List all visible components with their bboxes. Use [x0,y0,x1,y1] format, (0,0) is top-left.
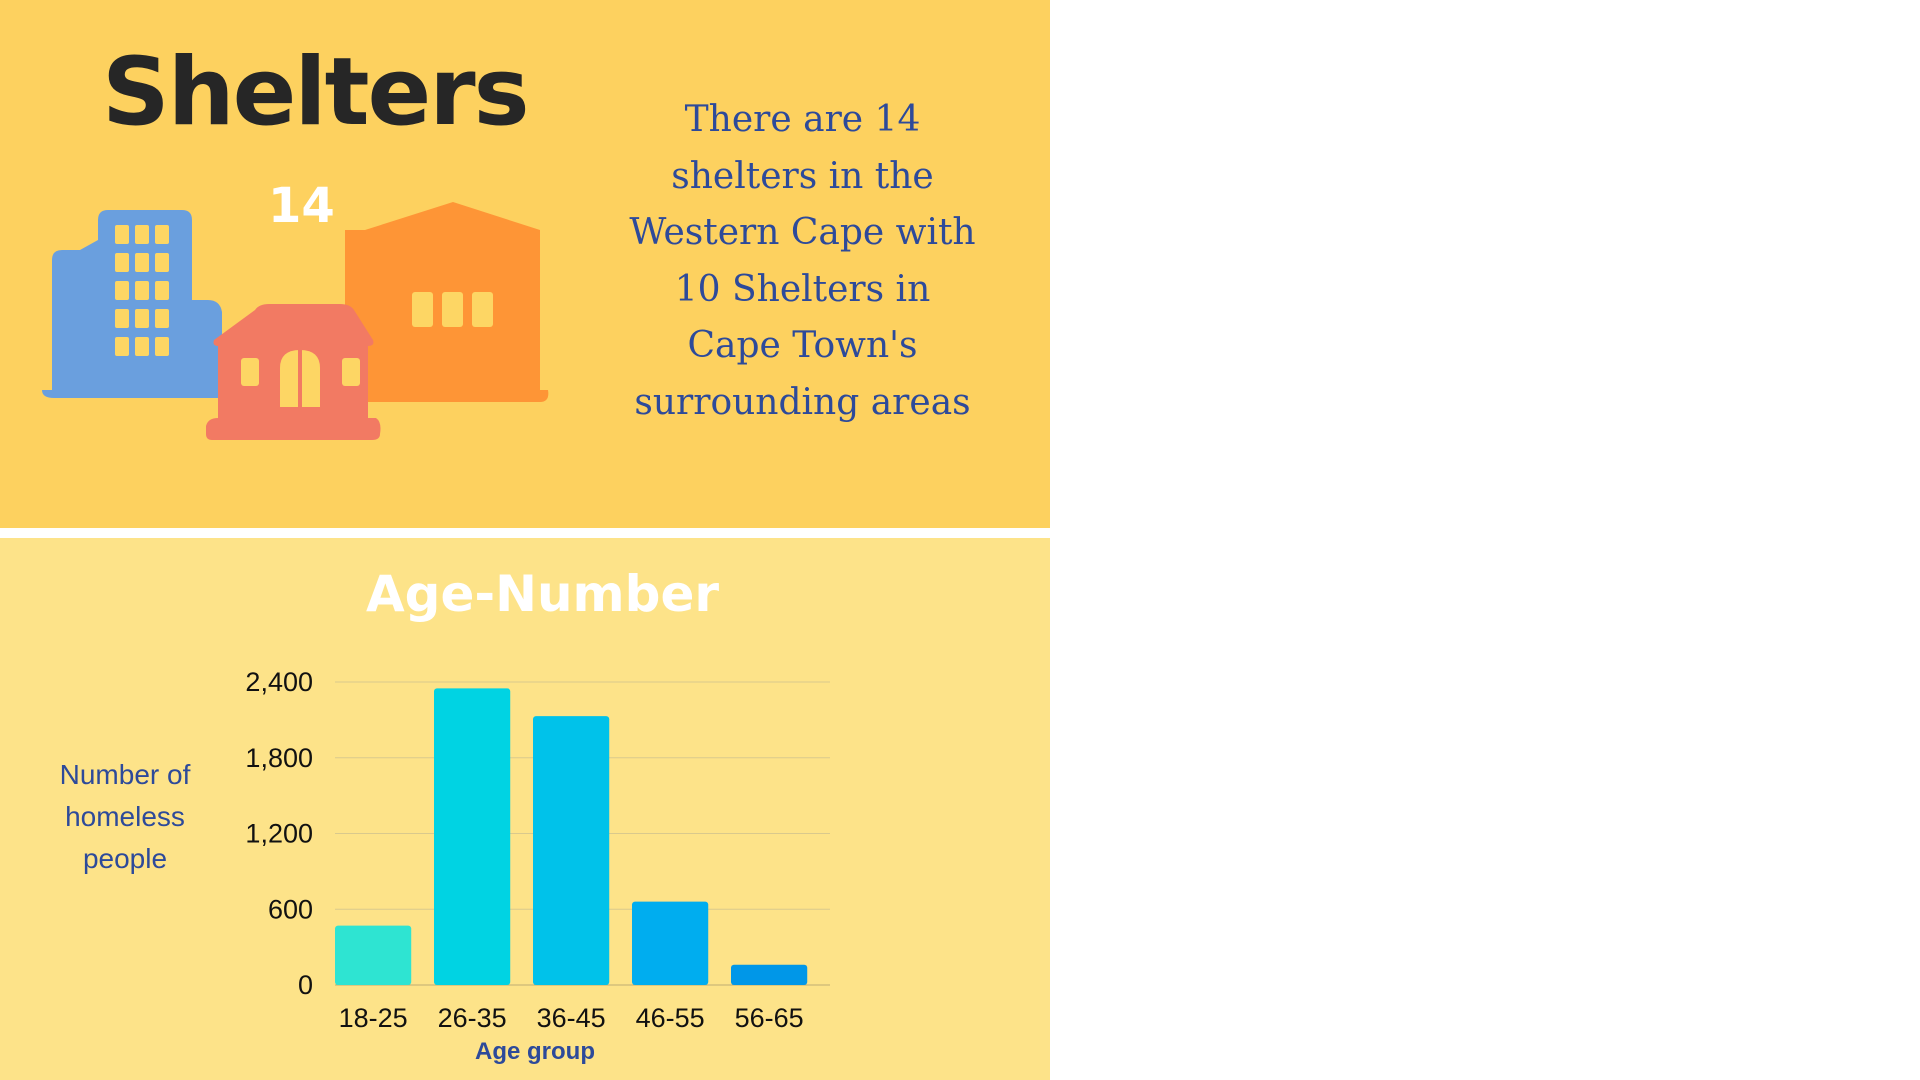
house-icon [206,304,381,440]
y-tick-label: 600 [268,894,313,924]
office-building-icon [42,210,222,398]
bar-36-45 [533,716,610,985]
x-tick-label: 56-65 [735,1003,804,1033]
bar-26-35 [434,688,511,985]
bar-46-55 [632,901,709,985]
bar-18-25 [335,925,412,985]
y-tick-label: 1,800 [245,743,313,773]
y-tick-label: 0 [298,970,313,1000]
y-tick-label: 1,200 [245,819,313,849]
y-tick-labels: 0 600 1,200 1,800 2,400 [245,667,313,1000]
x-tick-label: 46-55 [636,1003,705,1033]
x-tick-labels: 18-25 26-35 36-45 46-55 56-65 [339,1003,804,1033]
shelter-count: 14 [268,178,335,234]
warehouse-icon [345,202,549,402]
x-tick-label: 18-25 [339,1003,408,1033]
chart-title: Age-Number [365,565,720,623]
panel-divider [0,528,1050,538]
y-tick-label: 2,400 [245,667,313,697]
buildings-illustration [42,202,549,440]
age-number-bar-chart: 0 600 1,200 1,800 2,400 18-25 26-35 36-45 46-55… [245,667,830,1065]
x-tick-label: 26-35 [438,1003,507,1033]
chart-panel [0,538,1050,1080]
shelters-title: Shelters [102,38,530,147]
bar-56-65 [731,964,808,985]
y-axis-label: Number of homeless people [59,759,191,874]
shelters-description: There are 14 shelters in the Western Cap… [629,99,976,423]
x-axis-label: Age group [475,1038,595,1065]
bars [335,688,808,985]
x-tick-label: 36-45 [537,1003,606,1033]
